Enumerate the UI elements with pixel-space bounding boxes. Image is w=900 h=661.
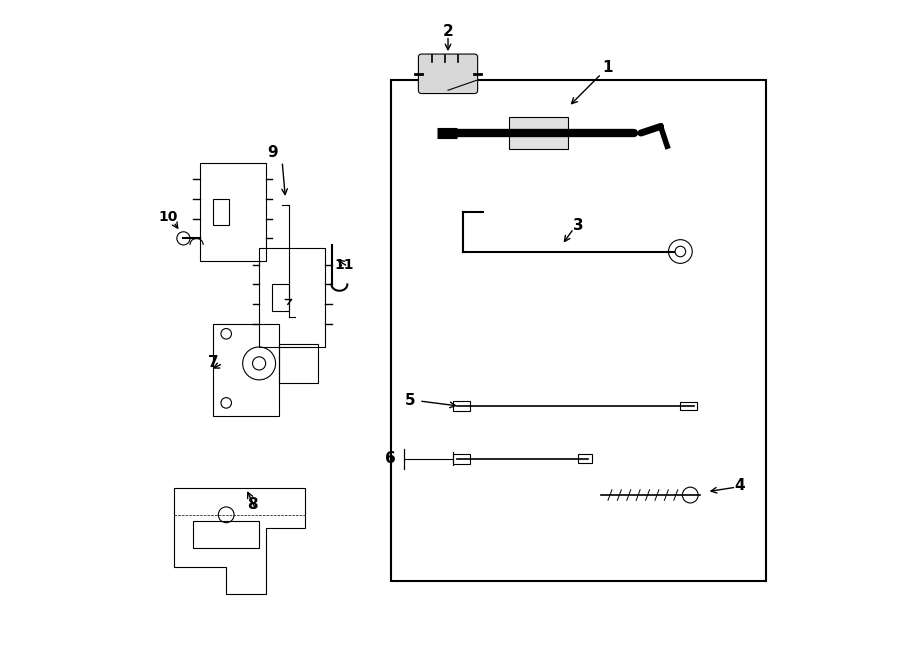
Bar [213, 324, 279, 416]
Bar [273, 284, 289, 311]
Text: 9: 9 [267, 145, 277, 160]
Bar [579, 454, 591, 463]
Bar [454, 453, 470, 464]
Text: 7: 7 [208, 354, 219, 369]
Bar [200, 163, 266, 261]
Bar [509, 116, 569, 149]
Text: 11: 11 [335, 258, 355, 272]
Text: 6: 6 [385, 451, 396, 467]
Text: 5: 5 [405, 393, 416, 408]
Bar [259, 249, 325, 347]
Bar [391, 81, 766, 580]
Text: 3: 3 [573, 217, 584, 233]
Text: 8: 8 [248, 498, 257, 512]
FancyBboxPatch shape [418, 54, 478, 94]
Text: 10: 10 [158, 210, 178, 224]
Bar [213, 199, 230, 225]
Bar [454, 401, 470, 411]
Text: 2: 2 [443, 24, 454, 38]
Text: 4: 4 [734, 478, 745, 492]
Text: 1: 1 [603, 59, 613, 75]
Bar [194, 522, 259, 548]
Bar [680, 402, 697, 410]
